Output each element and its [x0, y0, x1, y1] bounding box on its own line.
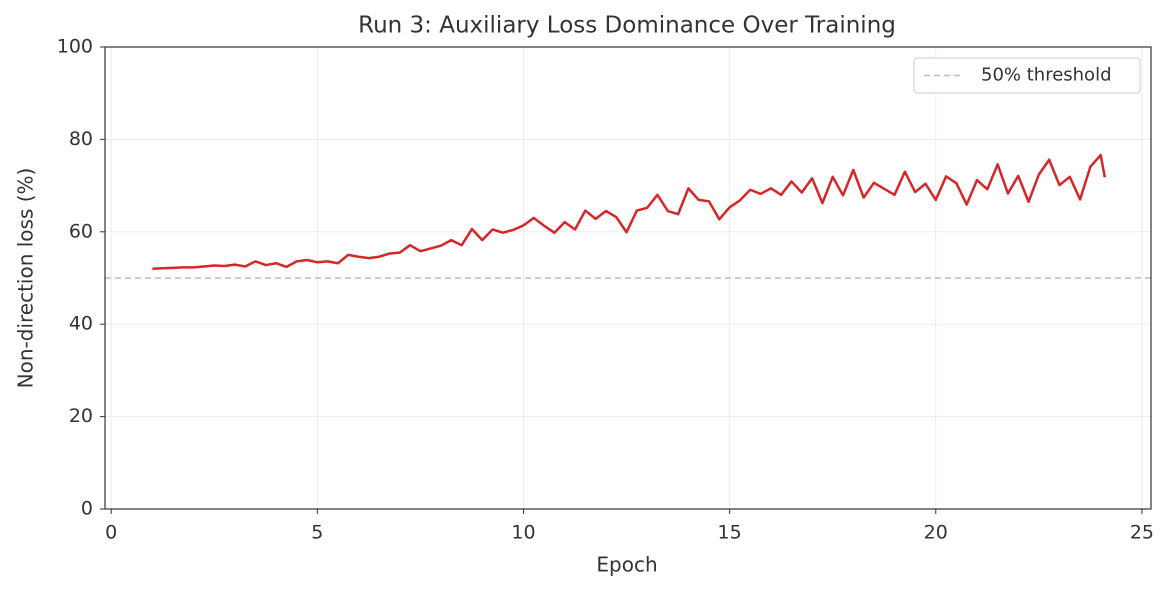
x-tick-label: 10 [511, 522, 535, 544]
y-tick-label: 60 [69, 220, 93, 242]
x-tick-label: 20 [924, 522, 948, 544]
plot-frame [104, 46, 1152, 510]
y-tick-label: 40 [69, 313, 93, 335]
chart-title: Run 3: Auxiliary Loss Dominance Over Tra… [358, 13, 896, 39]
y-tick-label: 0 [81, 498, 93, 520]
x-axis-label: Epoch [596, 553, 657, 577]
y-tick-label: 80 [69, 128, 93, 150]
x-tick-label: 15 [718, 522, 742, 544]
data-line [152, 153, 1107, 271]
y-tick-label: 20 [69, 405, 93, 427]
y-axis-label: Non-direction loss (%) [14, 168, 38, 389]
x-tick-label: 25 [1130, 522, 1154, 544]
y-tick-label: 100 [57, 36, 93, 58]
x-tick-label: 0 [105, 522, 117, 544]
legend-box [913, 57, 1141, 94]
legend-label: 50% threshold [981, 65, 1112, 86]
x-tick-label: 5 [311, 522, 323, 544]
